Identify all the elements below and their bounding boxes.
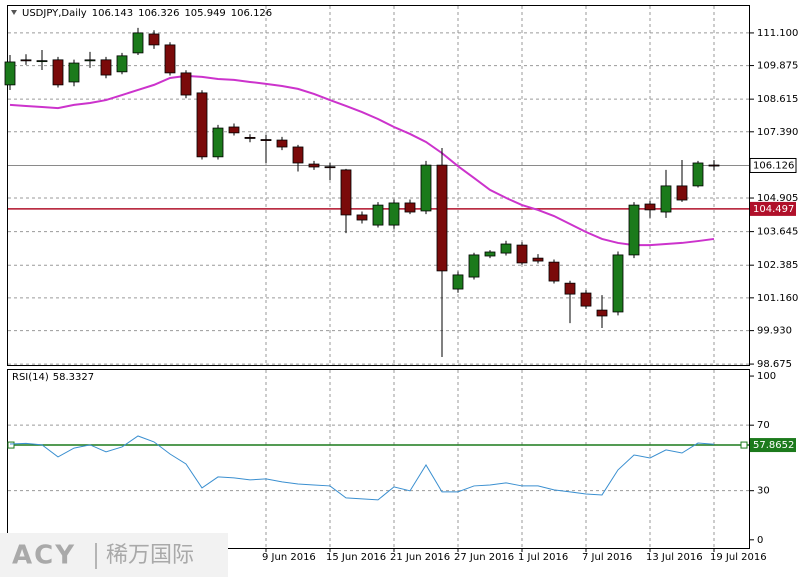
x-tick-label: 9 Jun 2016	[262, 552, 316, 563]
price-label-box	[749, 157, 797, 173]
chart-title: USDJPY,Daily 106.143 106.326 105.949 106.126	[22, 8, 272, 19]
rsi-title: RSI(14) 58.3327	[12, 372, 94, 383]
candle-body	[468, 254, 480, 278]
y-tick-label: 101.160	[757, 293, 798, 304]
ohlc-low: 105.949	[184, 8, 225, 19]
candle-body	[564, 282, 576, 295]
x-tick-label: 15 Jun 2016	[326, 552, 386, 563]
candle-body	[324, 166, 336, 169]
candle-body	[52, 59, 64, 86]
y-tick-label: 99.930	[757, 326, 792, 337]
level-handle	[740, 441, 748, 449]
candle-body	[676, 185, 688, 201]
candle-body	[4, 61, 16, 86]
x-tick-label: 7 Jul 2016	[582, 552, 632, 563]
candle-body	[596, 309, 608, 317]
rsi-level-label: 57.8652	[753, 440, 794, 451]
candle-body	[516, 244, 528, 264]
ohlc-close: 106.126	[231, 8, 272, 19]
x-tick-label: 1 Jul 2016	[518, 552, 568, 563]
y-tick-label: 104.905	[757, 193, 798, 204]
rsi-level-box	[750, 438, 796, 453]
candle-body	[180, 72, 192, 96]
y-tick-label: 111.100	[757, 28, 798, 39]
x-tick-label: 13 Jul 2016	[646, 552, 703, 563]
candle-body	[660, 185, 672, 213]
rsi-panel	[7, 369, 750, 549]
candle-body	[532, 257, 544, 262]
candle-body	[84, 59, 96, 62]
candle-body	[612, 254, 624, 313]
x-tick-label: 21 Jun 2016	[390, 552, 450, 563]
candle-body	[356, 214, 368, 221]
candle-body	[36, 60, 48, 63]
x-tick-label: 27 Jun 2016	[454, 552, 514, 563]
y-tick-label: 107.390	[757, 127, 798, 138]
candle-body	[644, 203, 656, 211]
candle-body	[68, 62, 80, 83]
candle-body	[244, 136, 256, 139]
moving-average	[9, 74, 715, 247]
rsi-value: 58.3327	[53, 372, 94, 383]
candle-body	[500, 243, 512, 254]
candle-body	[580, 292, 592, 307]
candle-body	[340, 169, 352, 216]
price-panel	[7, 5, 750, 366]
level-handle	[7, 441, 15, 449]
y-tick-label: 102.385	[757, 260, 798, 271]
y-tick-label: 103.645	[757, 227, 798, 238]
y-tick-label: 30	[757, 486, 770, 497]
ohlc-open: 106.143	[92, 8, 133, 19]
candle-body	[148, 33, 160, 46]
candle-body	[692, 162, 704, 187]
candle-body	[436, 164, 448, 272]
y-tick-label: 109.875	[757, 61, 798, 72]
candle-body	[292, 146, 304, 164]
symbol: USDJPY,Daily	[22, 8, 87, 19]
level-label: 104.497	[753, 204, 794, 215]
y-tick-label: 98.675	[757, 359, 792, 370]
level-label-box	[750, 201, 796, 216]
candle-body	[404, 202, 416, 213]
watermark-name: 稀万国际	[106, 543, 194, 568]
candle-body	[116, 55, 128, 73]
candle-body	[628, 204, 640, 256]
candle-body	[196, 92, 208, 158]
rsi-line	[9, 435, 715, 501]
candle-body	[372, 204, 384, 226]
candle-body	[212, 127, 224, 158]
candle-body	[452, 274, 464, 290]
candle-body	[164, 44, 176, 74]
title-icon	[11, 10, 17, 15]
candle-body	[708, 164, 720, 167]
candle-body	[484, 251, 496, 257]
x-tick-label: 19 Jul 2016	[710, 552, 767, 563]
watermark-brand: ACY	[12, 541, 76, 571]
rsi-name: RSI(14)	[12, 372, 49, 383]
candle-body	[228, 126, 240, 134]
candle-body	[276, 139, 288, 148]
candle-body	[548, 261, 560, 282]
candle-body	[20, 59, 32, 62]
y-tick-label: 0	[757, 535, 763, 546]
price-label: 106.126	[753, 160, 794, 171]
y-tick-label: 70	[757, 420, 770, 431]
watermark-box	[0, 533, 228, 577]
candle-body	[100, 59, 112, 76]
candle-body	[388, 202, 400, 226]
plot: USDJPY,Daily 106.143 106.326 105.949 106.126…	[4, 6, 798, 563]
y-tick-label: 100	[757, 371, 776, 382]
candle-body	[260, 139, 272, 141]
ohlc-high: 106.326	[138, 8, 179, 19]
candle-body	[132, 32, 144, 54]
candle-body	[420, 164, 432, 212]
y-tick-label: 108.615	[757, 94, 798, 105]
candle-body	[308, 163, 320, 168]
